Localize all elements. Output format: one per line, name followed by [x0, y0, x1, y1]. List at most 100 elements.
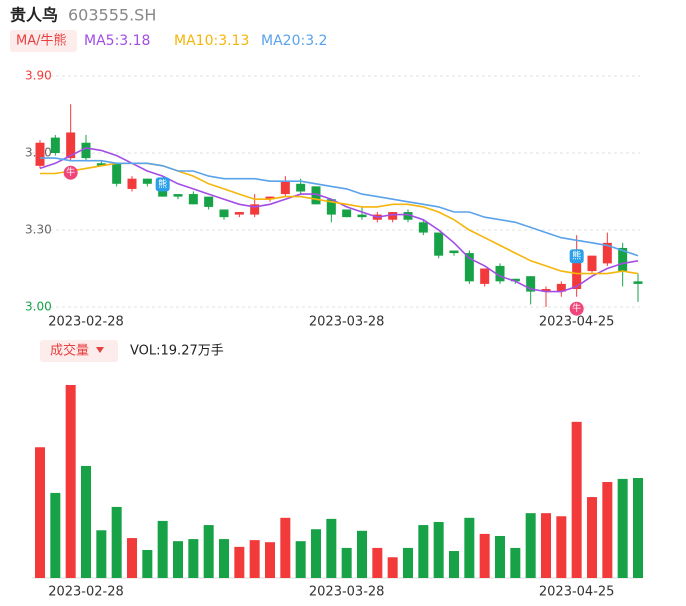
volume-label: VOL:19.27万手 — [130, 344, 224, 359]
volume-bar — [587, 497, 597, 578]
candle-body — [510, 278, 520, 282]
volume-bar — [418, 525, 429, 578]
x-tick-label: 2023-04-25 — [539, 585, 615, 600]
candle-body — [127, 178, 137, 189]
volume-bar — [311, 529, 321, 578]
candle-body — [541, 289, 551, 292]
candle-body — [618, 247, 628, 272]
candle-body — [234, 212, 244, 215]
candle-body — [204, 196, 214, 207]
volume-bar — [203, 525, 214, 578]
volume-bar — [341, 547, 352, 578]
dropdown-arrow[interactable] — [96, 347, 104, 353]
volume-tag[interactable]: 成交量 — [50, 343, 89, 359]
volume-bar — [403, 547, 413, 578]
volume-bar — [295, 541, 306, 578]
y-tick-label: 3.90 — [25, 69, 52, 83]
candle-body — [173, 194, 183, 197]
candle-body — [311, 186, 321, 205]
volume-bar — [495, 535, 505, 578]
volume-bar — [433, 521, 444, 578]
candle-body — [112, 163, 122, 184]
volume-bar — [142, 549, 153, 578]
volume-bar — [96, 530, 107, 578]
bear-signal-icon — [569, 249, 584, 264]
legend-entry: MA10:3.13 — [174, 33, 249, 49]
volume-bar — [541, 513, 551, 578]
candle-body — [403, 212, 413, 220]
legend-tag[interactable]: MA/牛熊 — [16, 33, 67, 49]
x-tick-label: 2023-03-28 — [309, 585, 385, 600]
candle-body — [188, 194, 198, 205]
legend-entry: MA20:3.2 — [261, 33, 327, 49]
volume-bar — [111, 506, 122, 578]
volume-bar — [173, 541, 183, 578]
volume-bar — [157, 520, 168, 578]
candle-body — [50, 137, 60, 153]
volume-bar — [633, 478, 643, 578]
volume-bar — [479, 533, 490, 578]
stock-code: 603555.SH — [68, 6, 156, 25]
bull-signal-icon — [569, 301, 584, 316]
volume-bar — [50, 492, 61, 578]
volume-bar — [602, 482, 613, 578]
volume-bar — [249, 540, 260, 578]
volume-bar — [234, 546, 245, 578]
candle-body — [296, 183, 306, 192]
bull-signal: 牛 — [66, 166, 75, 178]
volume-bar — [81, 465, 91, 578]
candle-body — [464, 253, 474, 282]
candle-body — [265, 196, 275, 200]
legend-entry: MA5:3.18 — [84, 33, 150, 49]
volume-bar — [35, 447, 45, 578]
legend-tag-bg[interactable] — [10, 30, 77, 52]
ma-line — [40, 157, 639, 257]
candle-body — [35, 142, 45, 166]
volume-bar — [357, 530, 367, 578]
candle-body — [556, 283, 566, 292]
stock-name: 贵人鸟 — [10, 6, 58, 25]
volume-bar — [219, 539, 229, 578]
candle-body — [342, 209, 352, 218]
volume-bar — [464, 517, 475, 578]
candle-body — [66, 132, 76, 159]
volume-tag-bg[interactable] — [40, 340, 118, 362]
candle-body — [357, 214, 367, 218]
candle-body — [96, 163, 106, 166]
ma-line — [39, 147, 639, 293]
volume-bar — [556, 516, 567, 578]
candle-body — [495, 265, 505, 282]
candle-body — [449, 250, 459, 254]
x-tick-label: 2023-03-28 — [309, 315, 385, 330]
candle-body — [480, 268, 490, 284]
volume-bar — [127, 538, 137, 578]
candle-body — [81, 142, 91, 159]
volume-bar — [571, 421, 582, 578]
bear-signal: 熊 — [158, 178, 167, 190]
bear-signal-icon — [155, 177, 170, 192]
volume-bar — [188, 539, 199, 578]
volume-bar — [525, 513, 536, 578]
bull-signal: 牛 — [572, 302, 581, 314]
volume-bar — [387, 557, 398, 578]
x-tick-label: 2023-02-28 — [48, 315, 124, 330]
volume-bar — [265, 542, 275, 578]
candle-body — [280, 181, 290, 195]
candle-body — [434, 232, 444, 256]
x-tick-label: 2023-04-25 — [539, 315, 615, 330]
volume-bar — [510, 547, 521, 578]
candle-body — [587, 255, 597, 272]
candle-body — [326, 199, 336, 215]
candle-body — [602, 242, 612, 264]
candle-body — [142, 178, 152, 184]
volume-bar — [617, 478, 628, 578]
candle-body — [633, 281, 643, 284]
candle-body — [158, 186, 168, 197]
candle-body — [250, 204, 260, 215]
candle-body — [526, 276, 536, 292]
candle-body — [388, 212, 398, 220]
volume-bar — [326, 518, 337, 578]
bear-signal: 熊 — [572, 250, 581, 262]
candle-body — [219, 209, 229, 218]
